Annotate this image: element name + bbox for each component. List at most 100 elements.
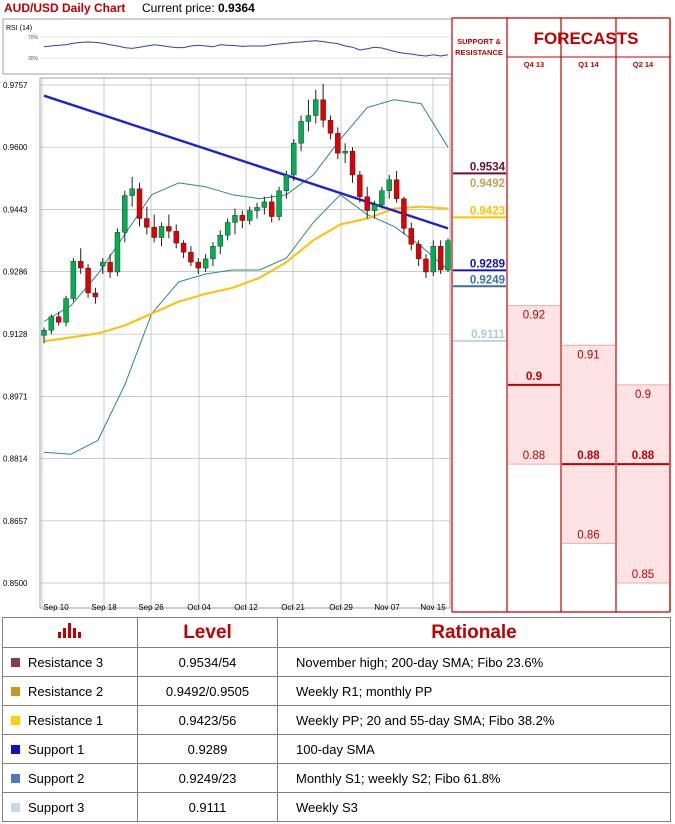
forecast-range-box <box>617 384 669 583</box>
candle-body <box>144 218 150 228</box>
candle-body <box>430 246 437 273</box>
candle-body <box>195 261 201 269</box>
row-name: Support 2 <box>28 770 85 786</box>
bollinger-lower-line <box>43 194 449 455</box>
candle-body <box>129 188 135 196</box>
row-name-cell: Support 1 <box>2 734 138 764</box>
candle-body <box>437 246 444 271</box>
row-name-cell: Resistance 2 <box>2 676 138 706</box>
candle-body <box>379 190 385 205</box>
candle-body <box>188 251 194 263</box>
rsi-line <box>43 40 449 57</box>
candle-body <box>269 201 275 217</box>
level-color-swatch <box>11 657 20 667</box>
chart-title: AUD/USD Daily Chart <box>4 1 126 15</box>
row-rationale: November high; 200-day SMA; Fibo 23.6% <box>277 647 671 677</box>
table-header-rationale: Rationale <box>277 617 671 648</box>
candle-body <box>386 179 392 191</box>
candle-body <box>313 99 319 116</box>
forecast-mid-value: 0.88 <box>632 450 655 462</box>
candle-body <box>107 261 113 273</box>
candle-body <box>48 316 55 331</box>
rsi-level-label: 30% <box>28 56 39 62</box>
forecast-low-value: 0.86 <box>577 529 599 541</box>
levels-table-wrap: Level Rationale Resistance 3 0.9534/54 Nov… <box>2 617 671 822</box>
forecast-high-value: 0.9 <box>635 389 651 401</box>
sma20-line <box>43 205 449 343</box>
x-tick-label: Sep 26 <box>138 603 164 612</box>
row-level: 0.9492/0.9505 <box>137 676 278 706</box>
table-row: Resistance 2 0.9492/0.9505 Weekly R1; mont… <box>2 676 671 706</box>
sr-level-label: 0.9423 <box>470 205 505 217</box>
row-level: 0.9289 <box>137 734 278 764</box>
candle-body <box>445 240 451 271</box>
candle-body <box>320 99 326 121</box>
forecast-low-value: 0.88 <box>523 450 545 462</box>
level-color-swatch <box>11 686 20 696</box>
candle-body <box>291 143 297 176</box>
candle-body <box>349 150 356 176</box>
x-tick-label: Oct 21 <box>281 603 305 612</box>
candle-body <box>85 267 91 294</box>
candle-body <box>114 232 121 273</box>
current-price: Current price: 0.9364 <box>142 1 255 15</box>
row-rationale: Weekly R1; monthly PP <box>277 676 671 706</box>
x-tick-label: Sep 10 <box>43 603 69 612</box>
sr-level-label: 0.9534 <box>470 161 506 173</box>
row-level: 0.9423/56 <box>137 705 278 735</box>
candle-body <box>78 261 84 269</box>
candle-body <box>136 188 143 219</box>
row-rationale: 100-day SMA <box>277 734 671 764</box>
forecast-header: FORECASTS <box>534 29 639 48</box>
level-color-swatch <box>11 773 20 783</box>
forecast-range-box <box>562 345 615 544</box>
price-panel-frame <box>39 77 451 609</box>
candle-body <box>371 204 378 211</box>
candle-body <box>246 210 253 221</box>
rsi-level-label: 70% <box>28 35 39 41</box>
row-level: 0.9111 <box>137 792 278 822</box>
candle-body <box>423 258 429 273</box>
table-row: Resistance 1 0.9423/56 Weekly PP; 20 and 5… <box>2 705 671 735</box>
candle-body <box>217 234 223 247</box>
candle-body <box>70 261 77 299</box>
x-tick-label: Sep 18 <box>91 603 117 612</box>
candle-body <box>173 230 179 244</box>
candle-body <box>276 190 282 217</box>
candle-body <box>202 258 209 269</box>
candle-body <box>63 298 69 323</box>
candle-body <box>364 196 370 211</box>
forecast-low-value: 0.85 <box>632 569 654 581</box>
candle-body <box>232 215 238 223</box>
row-name: Support 3 <box>28 799 85 815</box>
chart-header: AUD/USD Daily Chart Current price: 0.936… <box>0 0 452 18</box>
sr-level-label: 0.9249 <box>470 274 505 286</box>
forecast-column-label: Q4 13 <box>524 60 544 69</box>
row-rationale: Weekly S3 <box>277 792 671 822</box>
table-body: Resistance 3 0.9534/54 November high; 200-… <box>2 647 671 822</box>
row-name-cell: Support 2 <box>2 763 138 793</box>
y-tick-label: 0.9286 <box>3 268 28 277</box>
table-row: Support 2 0.9249/23 Monthly S1; weekly S2;… <box>2 763 671 793</box>
candle-body <box>180 242 187 253</box>
table-header-level: Level <box>137 617 278 648</box>
candle-body <box>335 133 341 154</box>
candle-body <box>283 174 290 191</box>
table-row: Resistance 3 0.9534/54 November high; 200-… <box>2 647 671 677</box>
row-level: 0.9534/54 <box>137 647 278 677</box>
y-tick-label: 0.9757 <box>3 81 28 90</box>
x-tick-label: Oct 04 <box>187 603 211 612</box>
candle-body <box>342 150 348 154</box>
level-color-swatch <box>11 802 20 812</box>
forecast-column-label: Q2 14 <box>633 60 654 69</box>
candle-body <box>239 215 246 221</box>
candle-body <box>224 222 231 236</box>
x-tick-label: Nov 07 <box>374 603 400 612</box>
levels-table: Level Rationale Resistance 3 0.9534/54 Nov… <box>2 617 671 822</box>
row-name-cell: Resistance 1 <box>2 705 138 735</box>
y-tick-label: 0.9128 <box>3 330 28 339</box>
x-tick-label: Oct 29 <box>329 603 353 612</box>
candle-body <box>41 330 47 336</box>
level-color-swatch <box>11 744 20 754</box>
table-row: Support 3 0.9111 Weekly S3 <box>2 792 671 822</box>
